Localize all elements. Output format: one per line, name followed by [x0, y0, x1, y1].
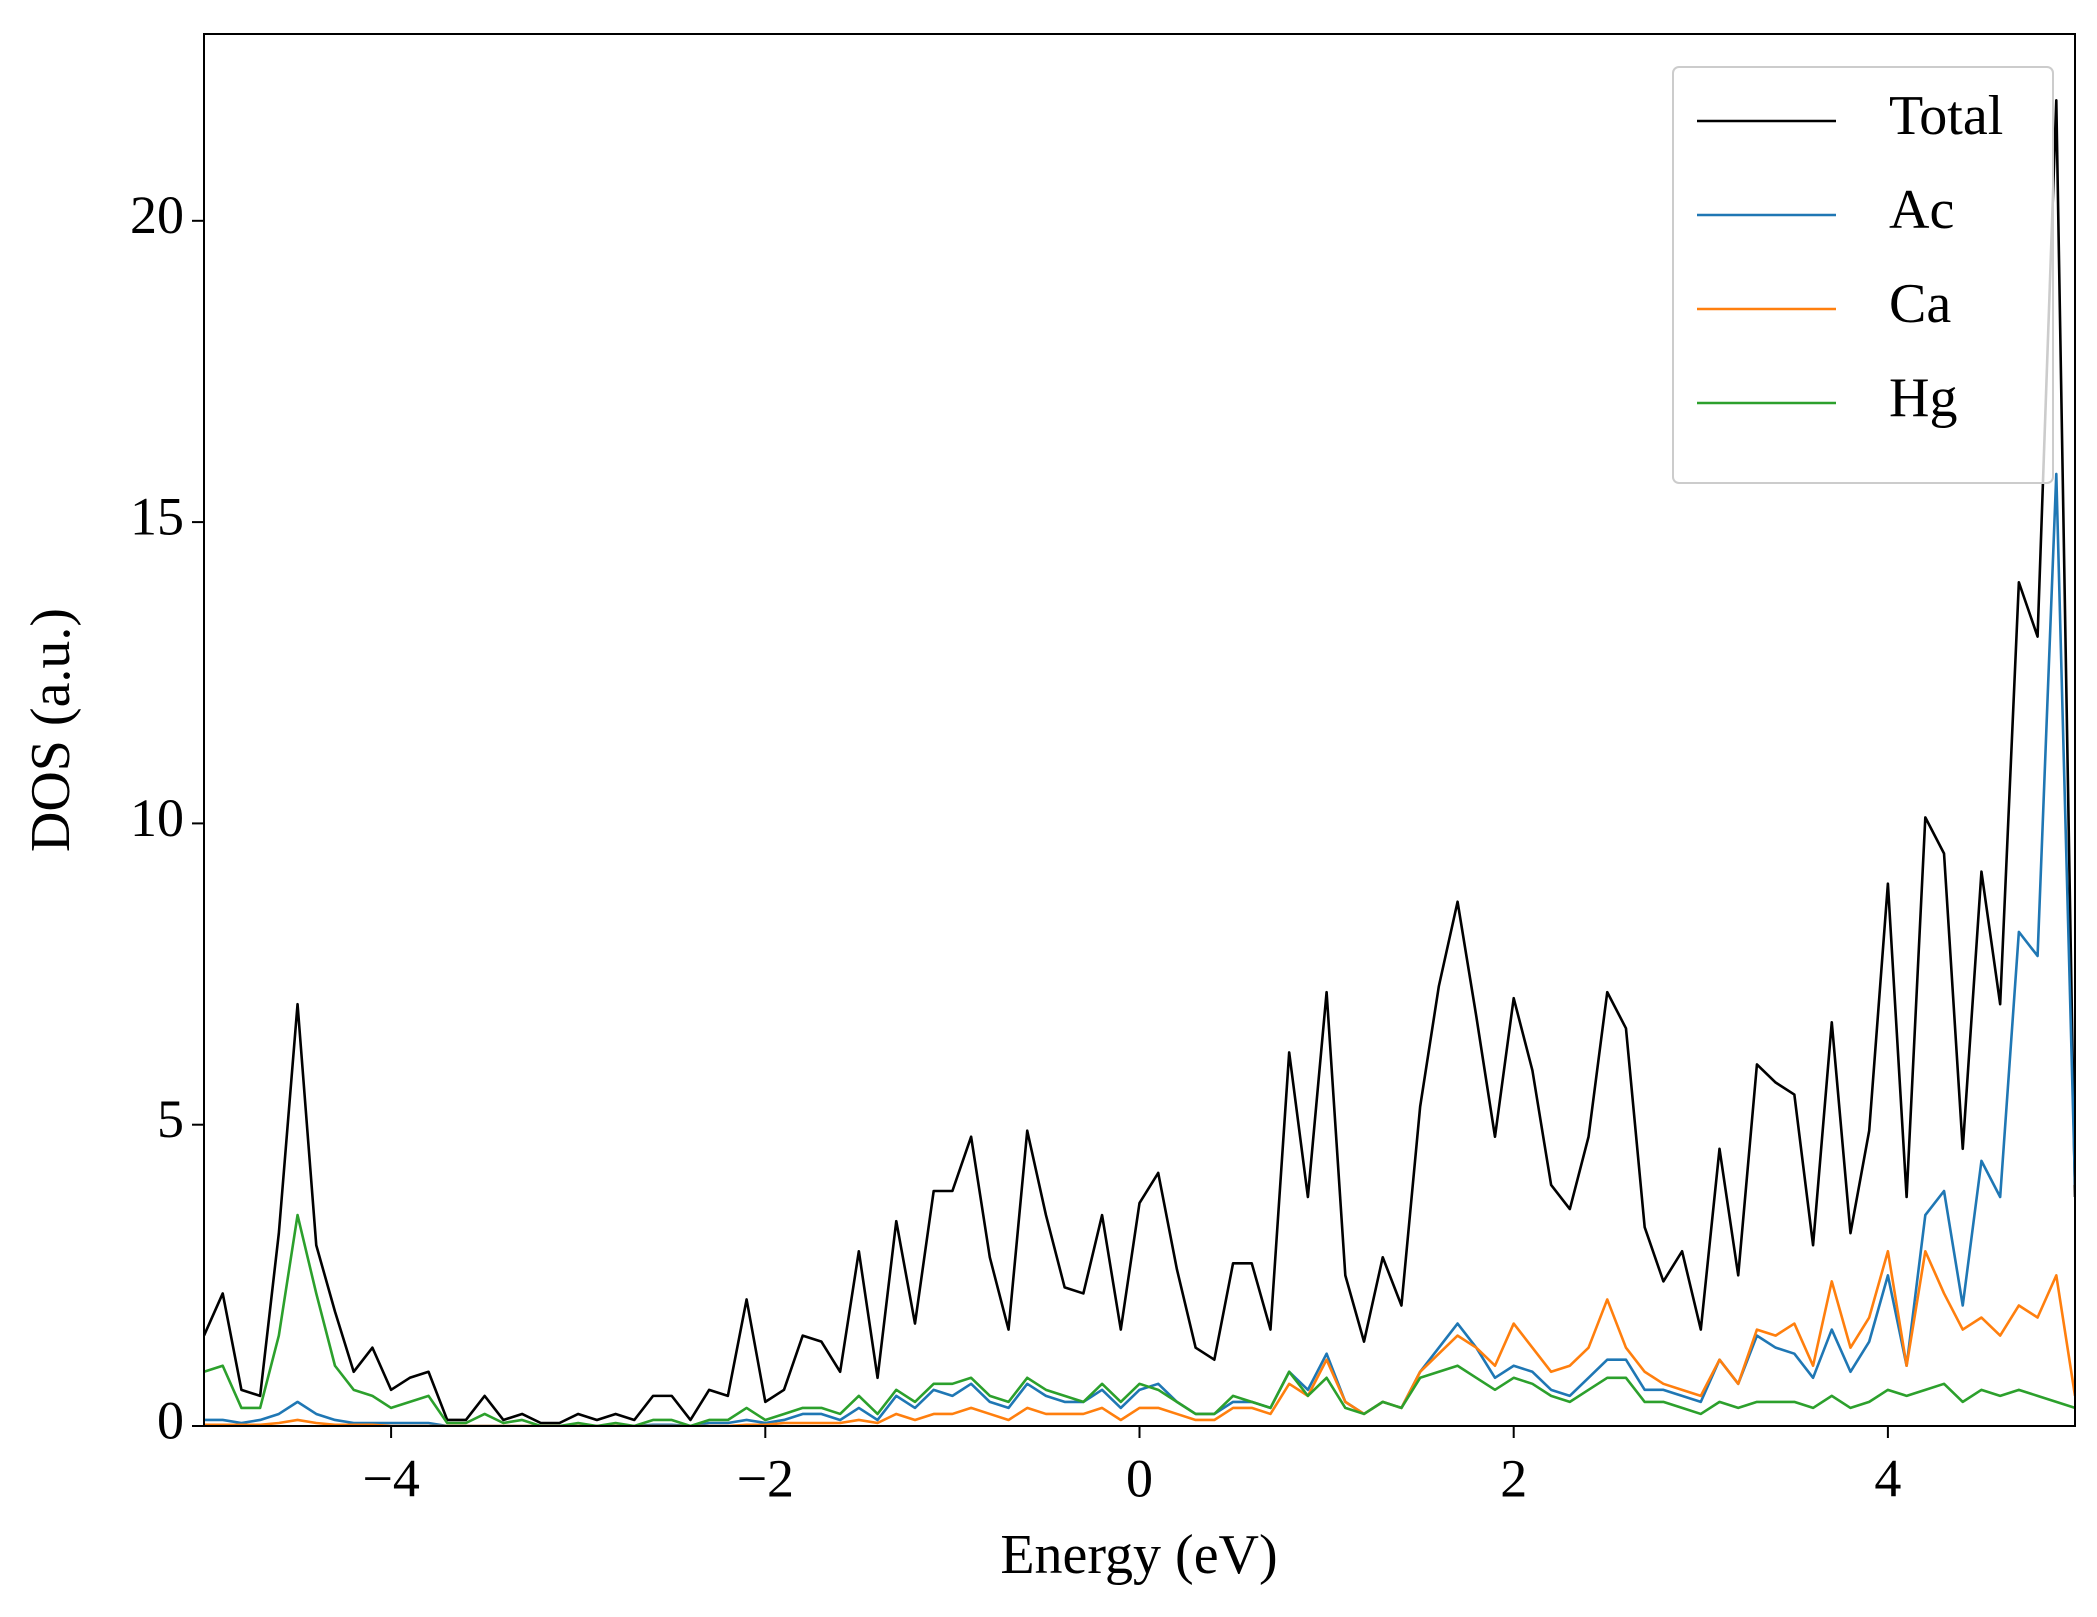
x-tick-label: 2 — [1500, 1448, 1527, 1508]
x-tick-label: −4 — [362, 1448, 419, 1508]
legend-label: Hg — [1889, 367, 1957, 429]
y-tick-label: 5 — [157, 1089, 184, 1149]
legend-label: Total — [1889, 85, 2003, 147]
legend-label: Ca — [1889, 273, 1951, 335]
x-axis-title: Energy (eV) — [1000, 1524, 1277, 1586]
x-tick-label: −2 — [737, 1448, 794, 1508]
x-tick-label: 4 — [1874, 1448, 1901, 1508]
series-line — [204, 98, 2075, 1425]
series-line — [204, 472, 2075, 1426]
x-tick-label: 0 — [1126, 1448, 1153, 1508]
y-tick-label: 15 — [130, 486, 184, 546]
y-tick-label: 0 — [157, 1390, 184, 1450]
y-tick-label: 20 — [130, 185, 184, 245]
series-line — [204, 1249, 2075, 1426]
series-line — [204, 1213, 2075, 1426]
y-tick-label: 10 — [130, 788, 184, 848]
y-axis-title: DOS (a.u.) — [20, 608, 82, 852]
plot-frame — [203, 33, 2076, 1427]
legend-label: Ac — [1889, 179, 1954, 241]
legend-box — [1672, 66, 2054, 484]
